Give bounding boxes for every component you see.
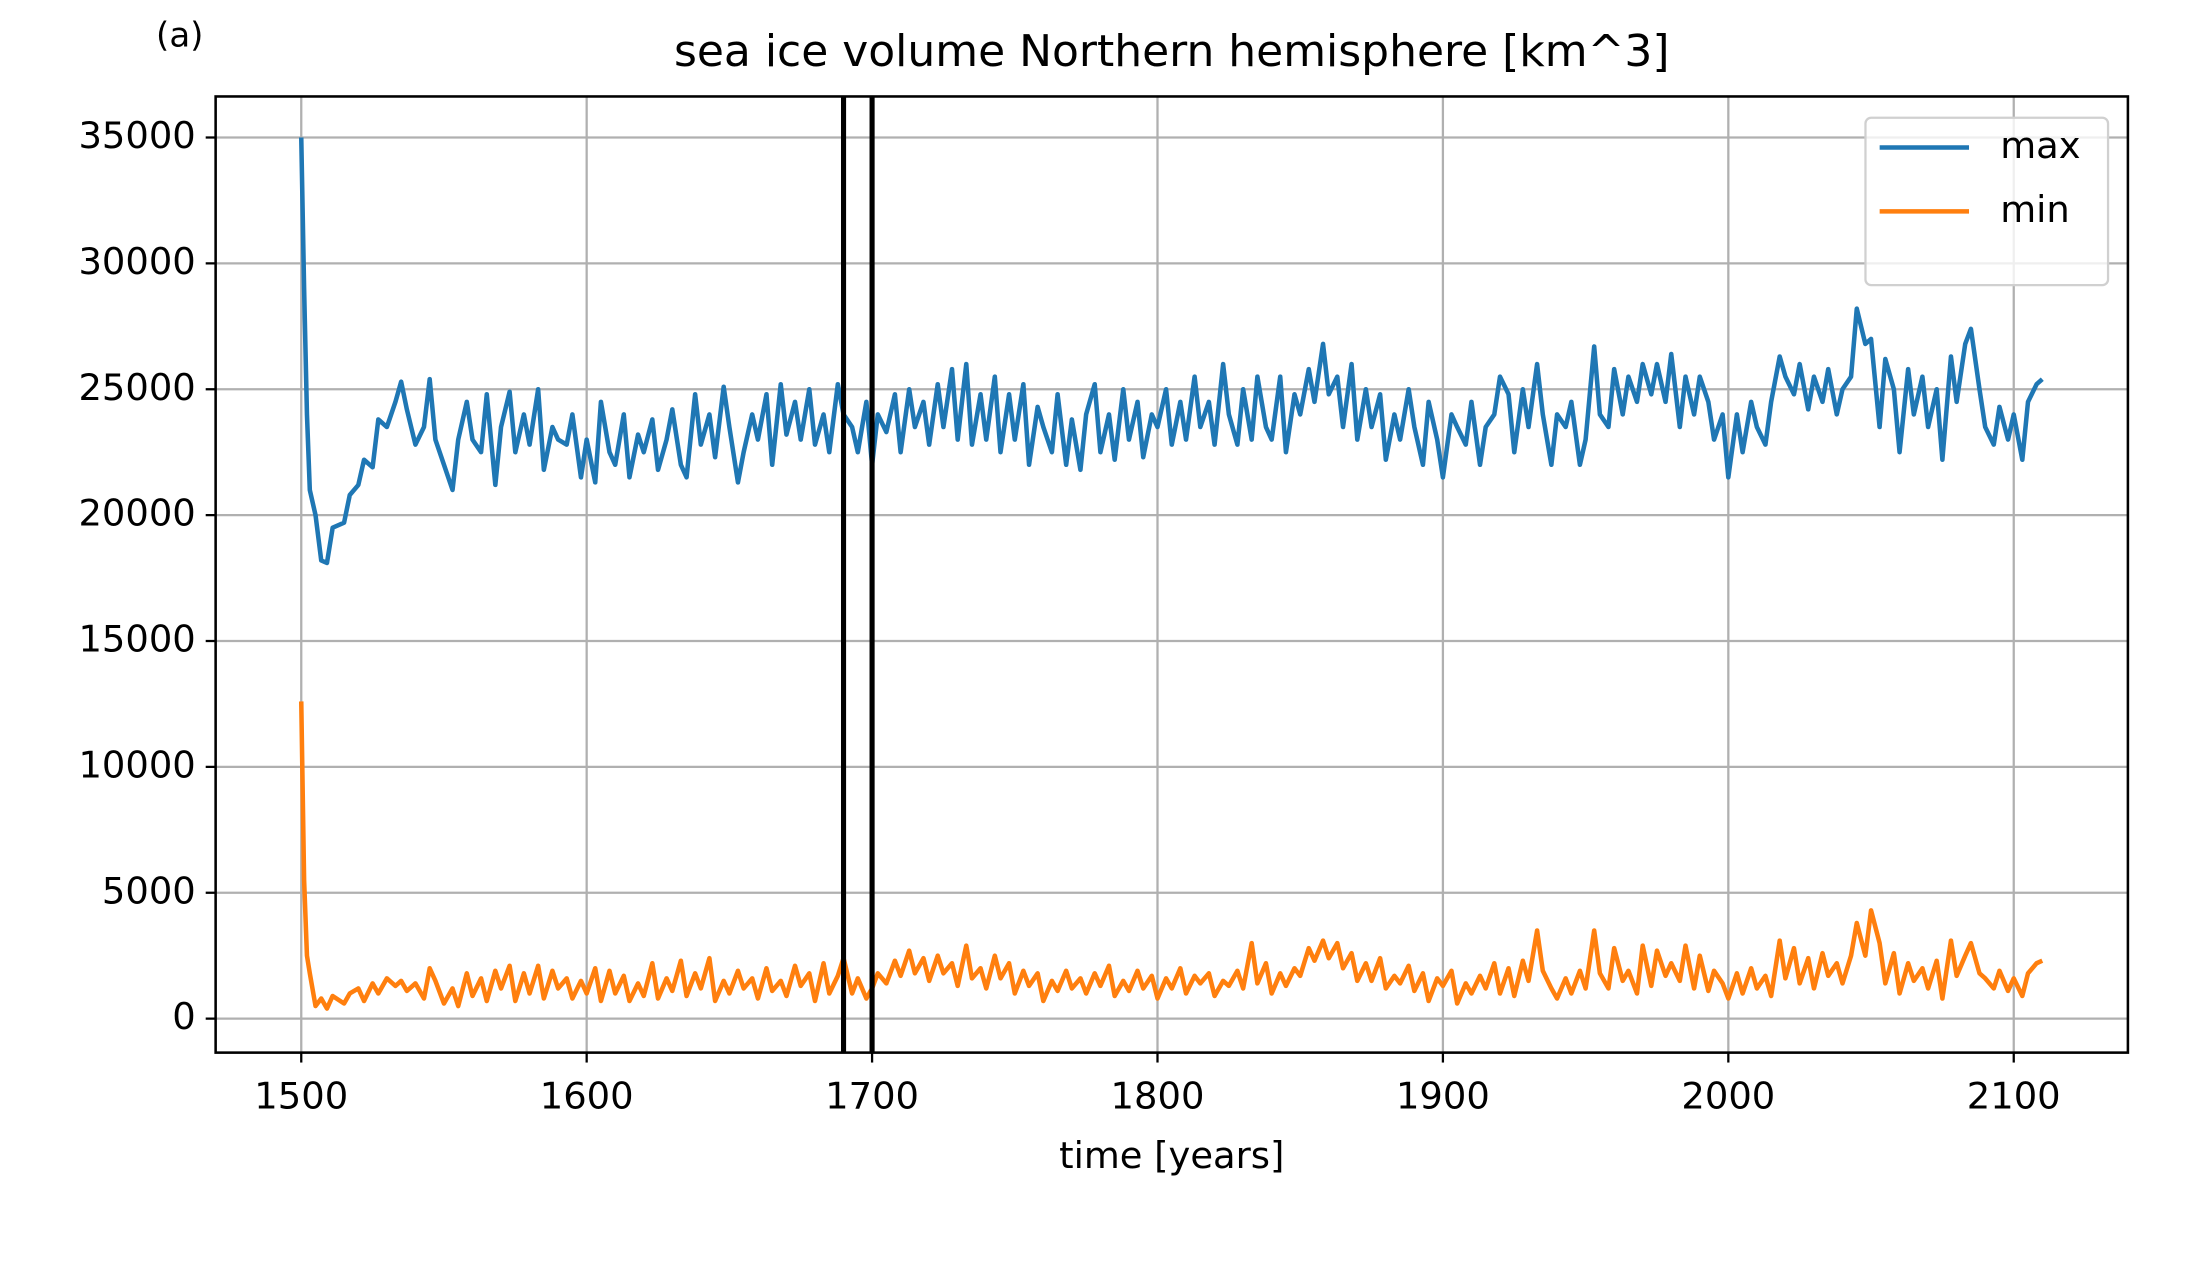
axes-frame xyxy=(214,95,2130,1054)
x-tick-label: 1900 xyxy=(1396,1075,1490,1118)
y-tick-label: 0 xyxy=(172,995,195,1038)
x-tick-label: 1800 xyxy=(1111,1075,1205,1118)
y-tick-label: 5000 xyxy=(102,869,196,912)
legend-box xyxy=(1864,116,2110,287)
legend-label: min xyxy=(2000,188,2070,231)
series-line xyxy=(298,701,2044,1011)
y-tick-label: 35000 xyxy=(78,114,195,157)
y-tick-label: 30000 xyxy=(78,240,195,283)
x-axis-label: time [years] xyxy=(1059,1134,1284,1177)
legend-label: max xyxy=(2000,124,2080,167)
y-tick-label: 15000 xyxy=(78,618,195,661)
y-tick-label: 25000 xyxy=(78,366,195,409)
series-line xyxy=(298,137,2044,566)
y-tick-label: 10000 xyxy=(78,743,195,786)
y-tick-label: 20000 xyxy=(78,492,195,535)
x-tick-label: 1700 xyxy=(825,1075,919,1118)
x-tick-label: 2000 xyxy=(1681,1075,1775,1118)
panel-label: (a) xyxy=(156,15,203,55)
x-tick-label: 2100 xyxy=(1967,1075,2061,1118)
x-tick-label: 1600 xyxy=(540,1075,634,1118)
chart-title: sea ice volume Northern hemisphere [km^3… xyxy=(674,26,1670,77)
x-tick-label: 1500 xyxy=(254,1075,348,1118)
